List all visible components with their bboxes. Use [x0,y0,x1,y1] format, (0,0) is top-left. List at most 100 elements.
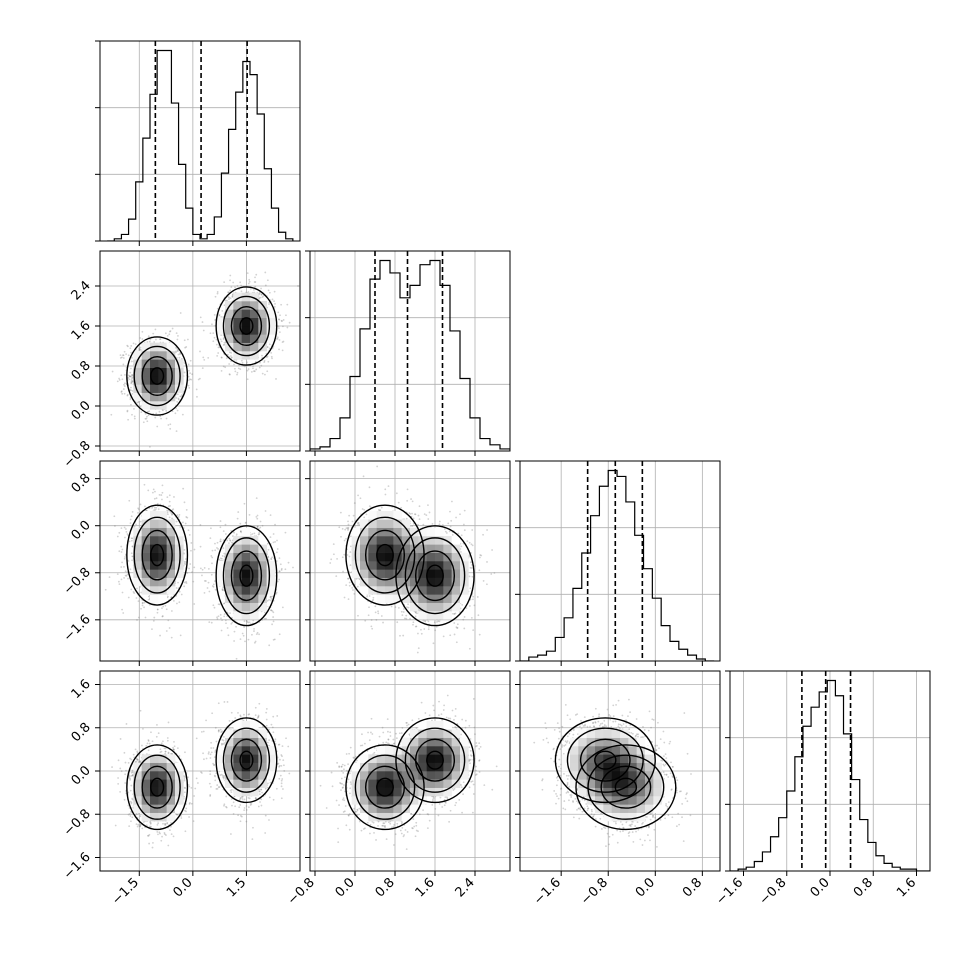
histogram-step [520,469,715,661]
sample-point [178,513,181,516]
histogram-step [107,49,294,241]
sample-point [217,548,219,550]
sample-point [271,623,273,626]
density-cell [233,309,242,318]
sample-point [251,633,253,636]
sample-point [183,371,186,374]
sample-point [278,578,281,581]
sample-point [129,522,132,525]
sample-point [228,373,231,375]
sample-point [209,537,212,540]
sample-point [138,348,141,351]
sample-point [282,319,285,321]
sample-point [273,305,276,308]
sample-point [177,581,179,584]
sample-point [131,392,134,395]
sample-point [169,427,172,430]
sample-point [261,372,264,375]
sample-point [129,568,132,571]
sample-point [232,281,235,284]
sample-point [176,338,179,341]
sample-point [184,558,187,560]
sample-point [221,588,224,591]
sample-point [230,622,233,625]
sample-point [175,332,178,335]
sample-point [213,606,216,609]
sample-point [260,293,263,296]
sample-point [255,273,258,276]
sample-point [258,296,261,299]
sample-point [177,353,180,356]
sample-point [260,364,263,367]
density-cell [166,351,176,360]
density-cell [241,301,251,310]
sample-point [223,613,226,616]
sample-point [228,351,231,354]
sample-point [281,341,284,344]
sample-point [120,545,123,548]
sample-point [181,394,183,396]
sample-point [186,516,189,519]
sample-point [268,291,271,294]
sample-point [213,313,216,316]
sample-point [228,537,231,540]
sample-point [269,514,272,517]
density-cell [150,392,159,402]
sample-point [203,358,206,361]
sample-point [168,516,171,519]
density-cell [150,367,159,377]
sample-point [276,548,279,550]
sample-point [228,373,231,376]
sample-point [128,540,131,543]
density-cell [166,367,176,377]
sample-point [167,505,170,508]
sample-point [217,615,220,618]
sample-point [141,338,144,340]
sample-point [279,563,282,566]
sample-point [123,383,125,386]
sample-point [161,607,163,610]
sample-point [155,497,158,500]
sample-point [168,627,171,629]
contour-line [133,345,181,407]
sample-point [159,634,161,637]
sample-point [155,506,158,509]
sample-point [221,557,223,560]
sample-point [121,392,124,395]
sample-point [123,526,126,529]
sample-point [253,532,256,535]
sample-point [151,491,154,494]
sample-point [212,340,215,343]
sample-point [165,608,168,611]
sample-point [147,489,150,492]
sample-point [180,357,183,360]
sample-point [173,599,175,602]
sample-point [130,515,133,518]
sample-point [131,374,134,376]
sample-point [130,351,132,354]
sample-point [281,320,283,322]
sample-point [176,350,179,352]
sample-point [231,621,234,624]
density-cell [216,326,226,335]
density-cell [133,376,142,385]
sample-point [167,595,169,598]
sample-point [137,508,140,511]
sample-point [153,616,156,619]
contour-line [126,336,189,416]
sample-point [263,611,266,614]
density-cell [258,309,267,318]
sample-point [185,346,188,348]
sample-point [123,565,125,568]
sample-point [147,335,150,338]
sample-point [114,525,116,527]
sample-point [247,638,250,641]
sample-point [142,421,145,424]
density-cell [250,342,259,352]
sample-point [156,502,159,505]
density-cell [175,384,184,393]
sample-point [279,314,281,317]
sample-point [177,334,179,337]
sample-point [181,413,184,416]
sample-point [178,590,181,593]
